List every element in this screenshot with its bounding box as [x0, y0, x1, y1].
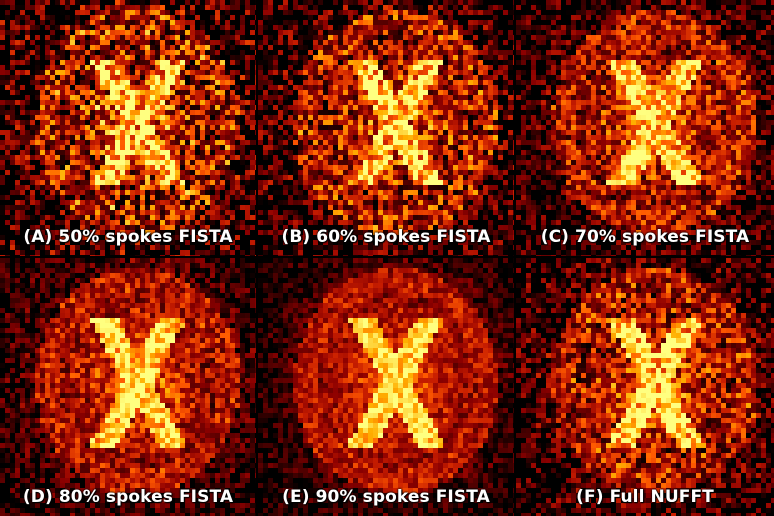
- panel-c: (C) 70% spokes FISTA: [516, 0, 774, 256]
- panel-d-image: [0, 258, 256, 516]
- panel-f: (F) Full NUFFT: [516, 258, 774, 516]
- panel-a-caption: (A) 50% spokes FISTA: [23, 227, 233, 247]
- panel-e-image: [258, 258, 514, 516]
- panel-f-image: [516, 258, 774, 516]
- panel-d: (D) 80% spokes FISTA: [0, 258, 256, 516]
- panel-c-image: [516, 0, 774, 256]
- panel-a: (A) 50% spokes FISTA: [0, 0, 256, 256]
- panel-f-caption: (F) Full NUFFT: [576, 487, 714, 507]
- panel-e: (E) 90% spokes FISTA: [258, 258, 514, 516]
- panel-d-caption: (D) 80% spokes FISTA: [22, 487, 234, 507]
- panel-e-caption: (E) 90% spokes FISTA: [282, 487, 490, 507]
- panel-b: (B) 60% spokes FISTA: [258, 0, 514, 256]
- panel-c-caption: (C) 70% spokes FISTA: [540, 227, 750, 247]
- panel-b-caption: (B) 60% spokes FISTA: [281, 227, 491, 247]
- panel-b-image: [258, 0, 514, 256]
- panel-a-image: [0, 0, 256, 256]
